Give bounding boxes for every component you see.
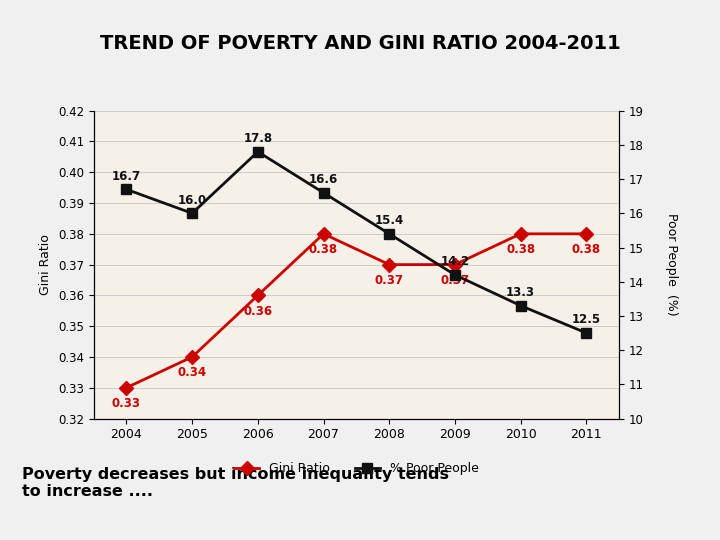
Text: Poverty decreases but income inequality tends
to increase ....: Poverty decreases but income inequality … [22,467,449,500]
Text: 12.5: 12.5 [572,313,601,326]
Text: 0.37: 0.37 [441,274,469,287]
Text: 15.4: 15.4 [374,214,404,227]
Y-axis label: Gini Ratio: Gini Ratio [39,234,52,295]
Text: TREND OF POVERTY AND GINI RATIO 2004-2011: TREND OF POVERTY AND GINI RATIO 2004-201… [99,34,621,53]
Text: 0.38: 0.38 [506,243,535,256]
Text: 0.34: 0.34 [178,366,207,380]
Text: 0.37: 0.37 [374,274,404,287]
Text: 16.6: 16.6 [309,173,338,186]
Y-axis label: Poor People  (%): Poor People (%) [665,213,678,316]
Text: 16.0: 16.0 [178,193,207,207]
Text: 0.38: 0.38 [309,243,338,256]
Text: 16.7: 16.7 [112,170,141,183]
Text: 0.33: 0.33 [112,397,141,410]
Legend: Gini Ratio, % Poor People: Gini Ratio, % Poor People [229,457,484,480]
Text: 0.38: 0.38 [572,243,601,256]
Text: 14.2: 14.2 [441,255,469,268]
Text: 13.3: 13.3 [506,286,535,299]
Text: 17.8: 17.8 [243,132,272,145]
Text: 0.36: 0.36 [243,305,272,318]
